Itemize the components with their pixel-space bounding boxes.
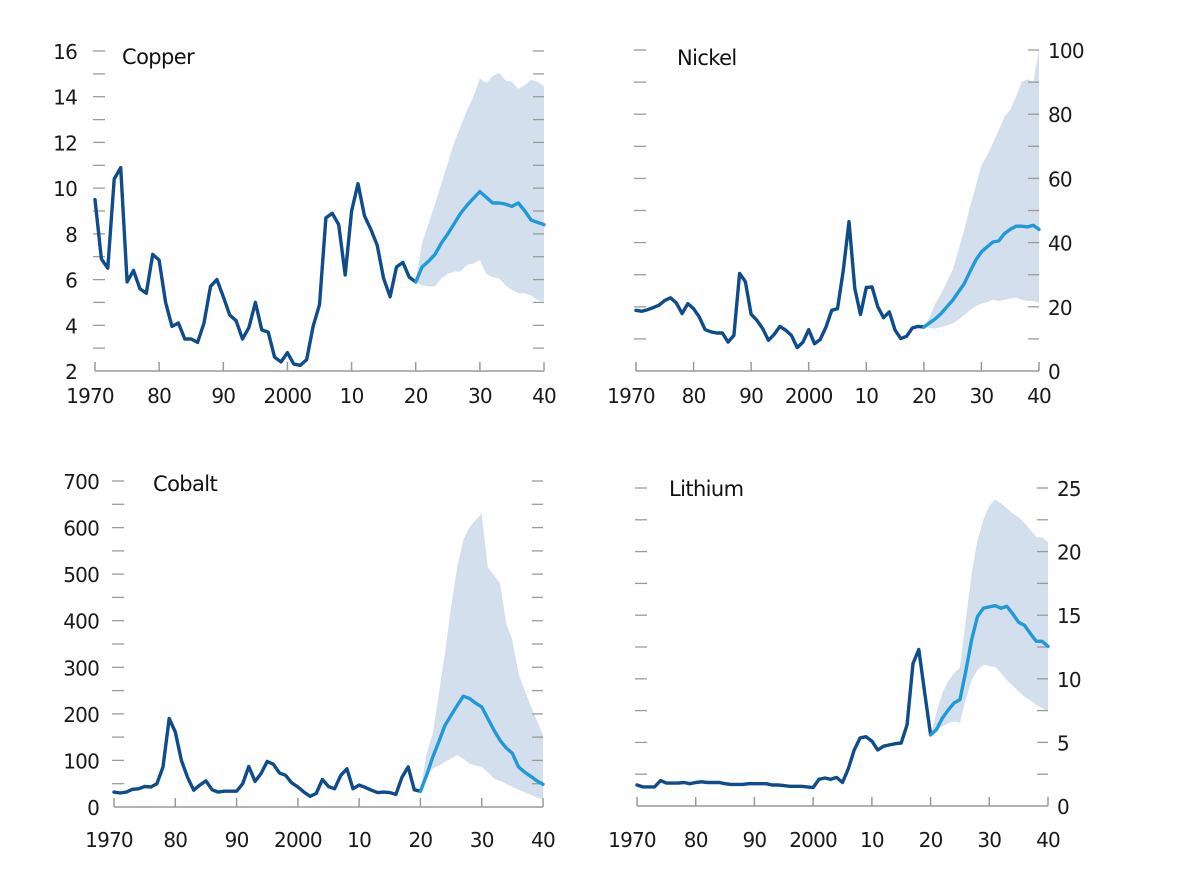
nickel-x-tick-label: 1970 <box>607 384 655 408</box>
cobalt-x-tick-label: 40 <box>531 828 555 852</box>
cobalt-y-tick-label: 500 <box>63 563 99 587</box>
cobalt-forecast-range-band <box>420 513 543 800</box>
copper-historical-line <box>93 165 418 367</box>
lithium-forecast-median-line <box>928 604 1050 737</box>
cobalt-x-tick-label: 2000 <box>274 828 322 852</box>
copper-x-tick-label: 10 <box>340 384 364 408</box>
nickel-x-tick-label: 30 <box>969 384 993 408</box>
copper-y-tick-label: 16 <box>53 40 77 64</box>
cobalt-y-tick-label: 300 <box>63 656 99 680</box>
lithium-y-tick-label: 0 <box>1057 795 1069 819</box>
nickel-y-tick-label: 80 <box>1048 103 1072 127</box>
nickel-x-tick-label: 80 <box>682 384 706 408</box>
lithium-plot-area: 1970 80 90 2000 10 20 30 40 0 5 10 15 20 25 <box>608 477 1082 852</box>
lithium-x-tick-label: 20 <box>919 828 943 852</box>
cobalt-x-tick-label: 30 <box>470 828 494 852</box>
nickel-y-tick-label: 40 <box>1048 232 1072 256</box>
nickel-chart-title: Nickel <box>677 46 737 70</box>
nickel-x-tick-label: 2000 <box>785 384 833 408</box>
lithium-x-tick-label: 80 <box>684 828 708 852</box>
copper-x-tick-label: 1970 <box>66 384 114 408</box>
nickel-y-tick-label: 20 <box>1048 296 1072 320</box>
nickel-historical-line <box>634 220 926 350</box>
cobalt-x-tick-label: 80 <box>163 828 187 852</box>
cobalt-panel: 1970 80 90 2000 10 20 30 4001002003004005006007… <box>63 470 556 852</box>
copper-x-tick-label: 30 <box>468 384 492 408</box>
cobalt-y-tick-label: 700 <box>63 470 99 494</box>
lithium-y-tick-label: 15 <box>1057 604 1081 628</box>
cobalt-y-tick-label: 200 <box>63 703 99 727</box>
cobalt-chart-title: Cobalt <box>153 472 218 496</box>
nickel-forecast-range-band <box>923 50 1039 329</box>
copper-y-tick-label: 2 <box>65 360 77 384</box>
cobalt-x-tick-label: 1970 <box>85 828 133 852</box>
copper-x-tick-label: 90 <box>211 384 235 408</box>
lithium-y-tick-label: 20 <box>1057 541 1081 565</box>
lithium-x-tick-label: 10 <box>860 828 884 852</box>
copper-x-tick-label: 2000 <box>264 384 312 408</box>
copper-forecast-range-band <box>415 72 544 302</box>
copper-chart-title: Copper <box>122 45 195 69</box>
copper-y-tick-label: 10 <box>53 177 77 201</box>
lithium-chart-title: Lithium <box>669 477 743 501</box>
cobalt-x-tick-label: 10 <box>347 828 371 852</box>
lithium-y-tick-label: 25 <box>1057 477 1081 501</box>
copper-plot-area: 1970 80 90 2000 10 20 30 40 2 4 6 8 10 12 14 16 <box>53 40 557 408</box>
copper-x-tick-label: 80 <box>147 384 171 408</box>
nickel-y-tick-label: 60 <box>1048 167 1072 191</box>
lithium-x-tick-label: 2000 <box>789 828 837 852</box>
lithium-x-tick-label: 40 <box>1036 828 1060 852</box>
nickel-y-tick-label: 100 <box>1048 39 1084 63</box>
nickel-x-tick-label: 90 <box>739 384 763 408</box>
copper-x-tick-label: 40 <box>532 384 556 408</box>
lithium-y-tick-label: 5 <box>1057 731 1069 755</box>
lithium-panel: 1970 80 90 2000 10 20 30 40 0 5 10 15 20 25 Lithium <box>608 477 1082 852</box>
lithium-x-tick-label: 30 <box>977 828 1001 852</box>
nickel-x-tick-label: 40 <box>1027 384 1051 408</box>
copper-y-tick-label: 12 <box>53 131 77 155</box>
cobalt-x-tick-label: 20 <box>408 828 432 852</box>
cobalt-y-tick-label: 0 <box>87 796 99 820</box>
copper-y-tick-label: 6 <box>65 269 77 293</box>
copper-forecast-median-line <box>414 189 546 284</box>
cobalt-plot-area: 1970 80 90 2000 10 20 30 4001002003004005006007… <box>63 470 556 852</box>
nickel-forecast-median-line <box>922 223 1041 329</box>
nickel-y-tick-label: 0 <box>1048 360 1060 384</box>
cobalt-forecast-median-line <box>418 694 545 793</box>
copper-y-tick-label: 14 <box>53 86 77 110</box>
lithium-x-tick-label: 1970 <box>608 828 656 852</box>
nickel-x-tick-label: 20 <box>912 384 936 408</box>
lithium-forecast-range-band <box>930 499 1048 735</box>
nickel-x-tick-label: 10 <box>854 384 878 408</box>
cobalt-y-tick-label: 100 <box>63 749 99 773</box>
copper-y-tick-label: 8 <box>65 223 77 247</box>
cobalt-historical-line <box>112 716 423 798</box>
cobalt-y-tick-label: 400 <box>63 610 99 634</box>
cobalt-x-tick-label: 90 <box>225 828 249 852</box>
copper-panel: 1970 80 90 2000 10 20 30 40 2 4 6 8 10 12 14 16 Copper <box>53 40 557 408</box>
lithium-y-tick-label: 10 <box>1057 668 1081 692</box>
copper-x-tick-label: 20 <box>404 384 428 408</box>
cobalt-y-tick-label: 600 <box>63 517 99 541</box>
lithium-historical-line <box>635 647 933 790</box>
copper-y-tick-label: 4 <box>65 314 77 338</box>
lithium-x-tick-label: 90 <box>742 828 766 852</box>
